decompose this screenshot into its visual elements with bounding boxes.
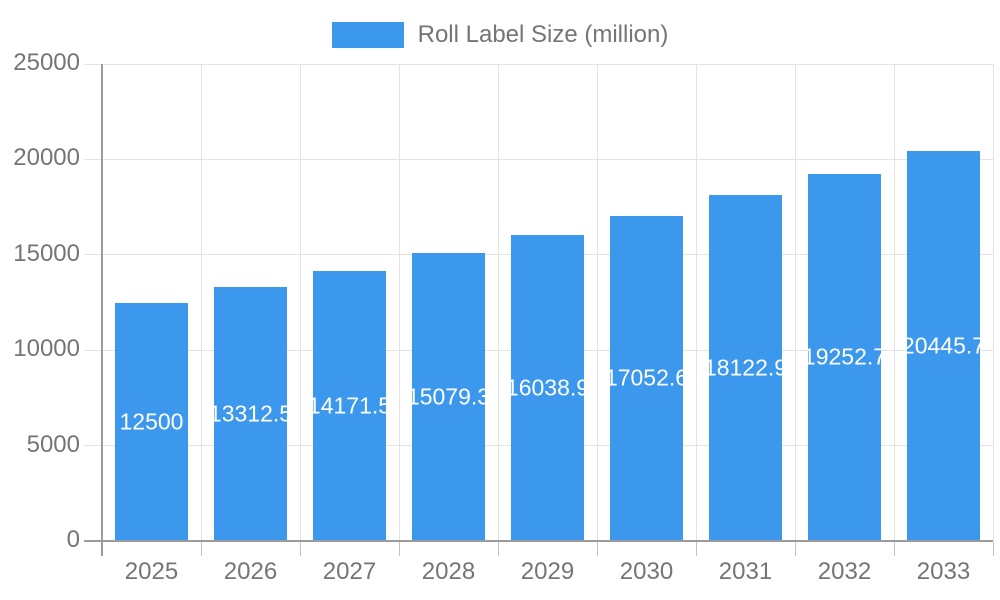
x-axis-tick-label: 2030 [619, 558, 674, 585]
bar-2025[interactable]: 12500 [115, 302, 188, 541]
bar-value-label: 17052.6 [610, 364, 683, 391]
x-gridline [794, 64, 796, 541]
x-gridline [200, 64, 202, 541]
x-axis-tick-label: 2029 [520, 558, 575, 585]
y-gridline [84, 158, 993, 160]
legend-item[interactable]: Roll Label Size (million) [0, 22, 1000, 48]
x-axis-tick-label: 2025 [124, 558, 179, 585]
bar-2030[interactable]: 17052.6 [610, 215, 683, 541]
x-axis-tick-label: 2033 [916, 558, 971, 585]
bar-value-label: 16038.9 [511, 374, 584, 401]
bar-2026[interactable]: 13312.5 [214, 286, 287, 541]
x-axis-tick-mark [794, 542, 796, 556]
y-axis-tick-label: 0 [66, 525, 80, 553]
legend-swatch [331, 22, 404, 48]
bar-value-label: 12500 [119, 408, 184, 435]
x-gridline [596, 64, 598, 541]
bar-value-label: 13312.5 [214, 400, 287, 427]
x-axis-tick-mark [398, 542, 400, 556]
bar-2029[interactable]: 16038.9 [511, 234, 584, 541]
x-axis-tick-label: 2031 [718, 558, 773, 585]
x-axis-tick-label: 2032 [817, 558, 872, 585]
x-gridline [893, 64, 895, 541]
legend-label: Roll Label Size (million) [417, 21, 669, 48]
y-axis-line [101, 64, 103, 556]
y-axis-tick-label: 5000 [26, 430, 80, 458]
x-axis-tick-label: 2028 [421, 558, 476, 585]
x-gridline [497, 64, 499, 541]
bar-value-label: 20445.7 [907, 332, 980, 359]
y-axis-tick-label: 10000 [13, 335, 80, 363]
x-axis-tick-mark [893, 542, 895, 556]
x-axis-tick-mark [497, 542, 499, 556]
x-axis-tick-label: 2027 [322, 558, 377, 585]
y-gridline [84, 63, 993, 65]
bar-2027[interactable]: 14171.5 [313, 270, 386, 541]
x-axis-tick-mark [299, 542, 301, 556]
x-gridline [695, 64, 697, 541]
x-axis-tick-mark [992, 542, 994, 556]
x-axis-tick-mark [695, 542, 697, 556]
bar-2032[interactable]: 19252.7 [808, 173, 881, 541]
bar-value-label: 15079.3 [412, 383, 485, 410]
bar-value-label: 19252.7 [808, 343, 881, 370]
bar-value-label: 18122.9 [709, 354, 782, 381]
y-axis-tick-label: 20000 [13, 144, 80, 172]
x-axis-tick-label: 2026 [223, 558, 278, 585]
x-axis-tick-mark [200, 542, 202, 556]
y-axis-tick-label: 25000 [13, 48, 80, 76]
x-axis-line [84, 540, 993, 542]
x-axis-tick-mark [596, 542, 598, 556]
bar-2028[interactable]: 15079.3 [412, 253, 485, 541]
bar-value-label: 14171.5 [313, 392, 386, 419]
bar-2033[interactable]: 20445.7 [907, 150, 980, 541]
x-gridline [299, 64, 301, 541]
y-axis-tick-label: 15000 [13, 239, 80, 267]
bar-2031[interactable]: 18122.9 [709, 195, 782, 541]
x-gridline [992, 64, 994, 541]
x-gridline [398, 64, 400, 541]
